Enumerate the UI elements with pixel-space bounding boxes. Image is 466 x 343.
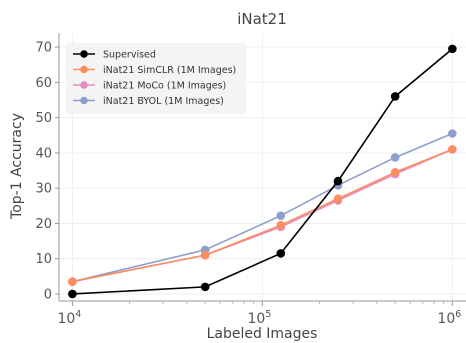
x-axis-label: Labeled Images [207,326,318,342]
legend-entry: iNat21 SimCLR (1M Images) [73,65,236,76]
y-ticks: 0 10 20 30 40 50 60 70 [35,41,59,302]
x-tick-label: 106 [437,309,461,327]
series-line [72,48,453,295]
y-tick-label: 30 [35,182,52,197]
legend-entry: iNat21 BYOL (1M Images) [73,96,224,107]
y-tick-label: 20 [35,217,52,232]
legend-label: Supervised [103,50,156,61]
legend-entry: Supervised [73,50,156,61]
legend-label: iNat21 SimCLR (1M Images) [103,65,236,76]
data-point [448,145,457,154]
series-line [72,148,453,283]
data-point [390,167,400,177]
data-point [276,220,286,230]
legend-entry: iNat21 MoCo (1M Images) [73,81,226,92]
legend-label: iNat21 BYOL (1M Images) [103,96,224,107]
legend-box [66,43,246,114]
data-point [390,92,400,101]
y-tick-label: 50 [35,111,52,126]
legend: Supervised iNat21 SimCLR (1M Images) iNat2… [66,43,246,114]
data-point [200,250,210,260]
legend-swatch-marker [80,96,88,105]
series-group [68,44,457,299]
y-tick-label: 60 [35,76,52,91]
legend-label: iNat21 MoCo (1M Images) [103,81,226,92]
data-point [333,194,343,204]
x-tick-label: 104 [57,309,81,327]
legend-swatch-marker [80,81,88,89]
legend-swatch-marker [80,65,88,74]
data-point [68,277,77,286]
chart-title: iNat21 [237,10,287,28]
x-ticks: 104 105 106 [57,301,461,327]
data-point [276,211,286,220]
y-tick-label: 70 [35,41,52,56]
x-tick-label: 105 [247,309,271,327]
series-supervised [68,44,457,299]
data-point [448,44,457,54]
y-tick-label: 40 [35,146,52,161]
legend-swatch-marker [80,50,88,58]
data-point [200,282,210,292]
data-point [448,129,457,138]
series-line [72,132,453,283]
series-inat21-simclr-1m-images [68,145,457,286]
data-point [276,249,286,258]
data-point [390,153,400,162]
y-tick-label: 10 [35,252,52,267]
y-axis-label: Top-1 Accuracy [9,113,25,220]
data-point [333,176,343,186]
y-tick-label: 0 [44,287,52,302]
data-point [68,289,77,299]
